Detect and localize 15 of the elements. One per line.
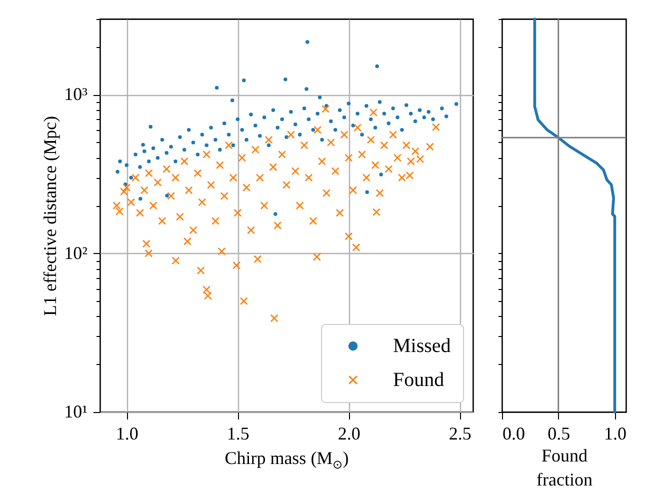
y-tick-label: 10²: [64, 242, 88, 263]
y-tick-label: 10³: [64, 84, 88, 104]
x-tick-label: 2.5: [448, 424, 472, 444]
x-tick-label: 0.0: [502, 424, 525, 444]
x-tick-label: 1.0: [116, 424, 138, 444]
legend-label: Found: [393, 369, 444, 391]
y-axis-title: L1 effective distance (Mpc): [40, 116, 60, 316]
x-tick-label: 0.5: [548, 424, 570, 444]
y-tick-label: 10¹: [64, 402, 88, 422]
x-axis-title: Found fraction: [536, 446, 592, 490]
x-tick-label: 2.0: [338, 424, 360, 444]
legend-label: Missed: [393, 335, 451, 357]
x-tick-label: 1.5: [226, 424, 250, 444]
x-tick-label: 1.0: [604, 424, 626, 444]
x-axis-title: Chirp mass (M$_{⊙}$): [224, 448, 350, 473]
